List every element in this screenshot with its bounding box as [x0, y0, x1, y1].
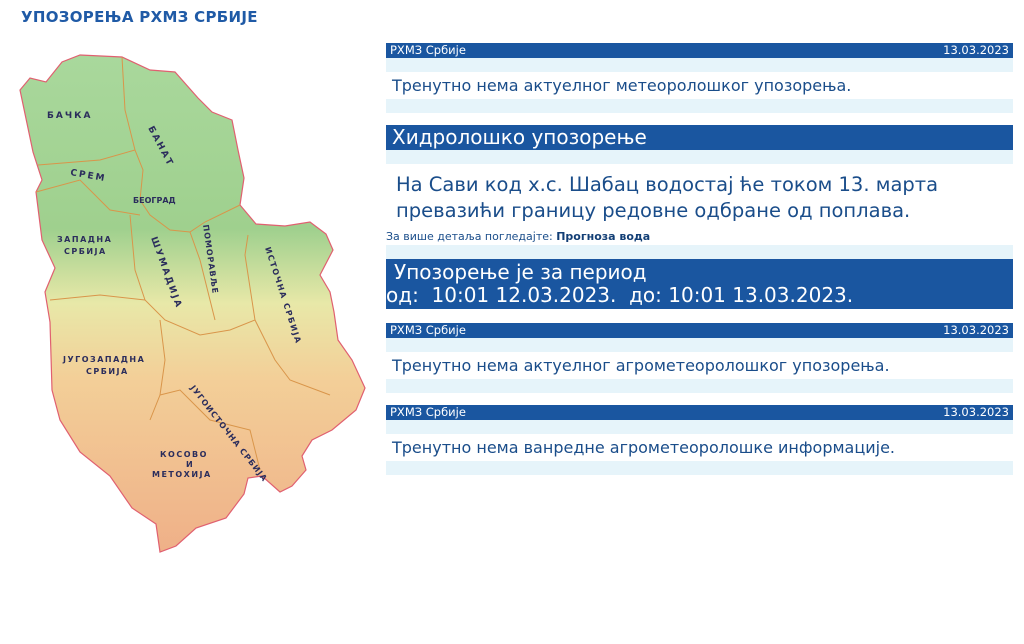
- more-info-label: За више детаља погледајте:: [386, 230, 553, 243]
- region-label-backa[interactable]: БАЧКА: [47, 111, 92, 121]
- region-label-zapadna[interactable]: ЗАПАДНА: [57, 235, 112, 244]
- region-label-metohija[interactable]: МЕТОХИЈА: [152, 470, 212, 479]
- divider: [386, 338, 1013, 352]
- divider: [386, 58, 1013, 72]
- divider: [386, 150, 1013, 164]
- agro-info-block: РХМЗ Србије 13.03.2023 Тренутно нема ван…: [386, 405, 1013, 475]
- region-label-zapadna-srbija[interactable]: СРБИЈА: [64, 247, 107, 256]
- period-label: Упозорење је за период: [394, 260, 647, 284]
- agro-warning-block: РХМЗ Србије 13.03.2023 Тренутно нема акт…: [386, 323, 1013, 393]
- meteo-header: РХМЗ Србије 13.03.2023: [386, 43, 1013, 58]
- agro-info-message: Тренутно нема ванредне агрометеоролошке …: [392, 438, 896, 457]
- region-label-jugozapadna[interactable]: ЈУГОЗАПАДНА: [62, 355, 145, 364]
- divider: [386, 461, 1013, 475]
- divider: [386, 379, 1013, 393]
- meteo-source: РХМЗ Србије: [390, 43, 466, 57]
- map-outline: [19, 54, 366, 553]
- region-label-i[interactable]: И: [186, 460, 195, 469]
- agro-source: РХМЗ Србије: [390, 323, 466, 337]
- agro-header: РХМЗ Србије 13.03.2023: [386, 323, 1013, 338]
- agro-info-source: РХМЗ Србије: [390, 405, 466, 419]
- divider: [386, 420, 1013, 434]
- hydro-message: На Сави код х.с. Шабац водостај ће током…: [396, 173, 939, 222]
- prognoza-voda-link[interactable]: Прогноза вода: [556, 230, 651, 243]
- divider: [386, 99, 1013, 113]
- hydro-warning-block: Хидролошко упозорење На Сави код х.с. Ша…: [386, 125, 1013, 309]
- page-title: УПОЗОРЕЊА РХМЗ СРБИЈЕ: [21, 8, 258, 26]
- meteo-date: 13.03.2023: [943, 43, 1009, 57]
- period-range: од: 10:01 12.03.2023. до: 10:01 13.03.20…: [386, 283, 854, 307]
- agro-info-header: РХМЗ Србије 13.03.2023: [386, 405, 1013, 420]
- region-borders: [35, 56, 331, 471]
- serbia-regions-map[interactable]: БАЧКА БАНАТ СРЕМ БЕОГРАД ЗАПАДНА СРБИЈА …: [0, 40, 380, 560]
- divider: [386, 245, 1013, 259]
- agro-message: Тренутно нема актуелног агрометеоролошко…: [392, 356, 890, 375]
- region-label-beograd[interactable]: БЕОГРАД: [133, 196, 176, 205]
- region-label-jugozapadna-srbija[interactable]: СРБИЈА: [86, 367, 129, 376]
- agro-info-date: 13.03.2023: [943, 405, 1009, 419]
- agro-date: 13.03.2023: [943, 323, 1009, 337]
- region-label-kosovo[interactable]: КОСОВО: [160, 450, 208, 459]
- meteo-message: Тренутно нема актуелног метеоролошког уп…: [392, 76, 852, 95]
- warning-period: Упозорење је за период од: 10:01 12.03.2…: [386, 259, 1013, 309]
- hydro-more-info: За више детаља погледајте: Прогноза вода: [386, 230, 1013, 244]
- hydro-title: Хидролошко упозорење: [386, 125, 1013, 150]
- meteo-warning-block: РХМЗ Србије 13.03.2023 Тренутно нема акт…: [386, 43, 1013, 113]
